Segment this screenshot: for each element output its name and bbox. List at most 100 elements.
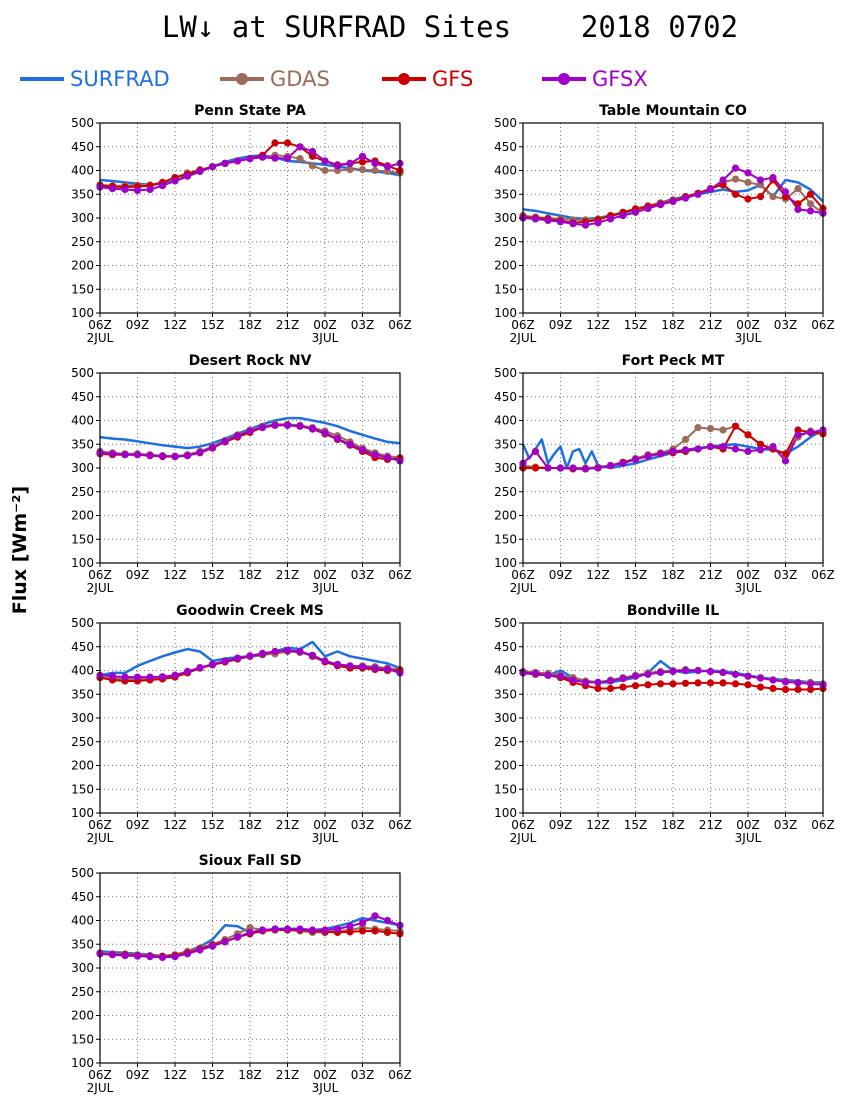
data-point-gfsx [383, 163, 392, 171]
data-point-gfsx [744, 169, 752, 177]
data-point-gfsx [121, 673, 129, 681]
data-point-gfsx [794, 205, 802, 213]
y-tick-label: 200 [494, 759, 517, 773]
y-tick-label: 250 [71, 735, 94, 749]
data-point-gfsx [569, 676, 577, 684]
x-date-label: 3JUL [312, 831, 339, 845]
x-tick-label: 12Z [163, 568, 187, 582]
x-tick-label: 09Z [549, 818, 573, 832]
x-tick-label: 09Z [126, 1068, 150, 1082]
data-point-gfsx [769, 676, 777, 684]
y-tick-label: 250 [494, 235, 517, 249]
y-tick-label: 200 [71, 509, 94, 523]
data-point-gfsx [681, 446, 690, 454]
data-point-gfsx [246, 928, 254, 937]
data-point-gfsx [531, 669, 540, 678]
data-point-gfsx [383, 916, 392, 925]
x-tick-label: 06Z [811, 568, 835, 582]
data-point-gfsx [594, 678, 602, 687]
x-tick-label: 03Z [351, 318, 375, 332]
x-tick-label: 06Z [88, 318, 112, 332]
data-point-gfs [781, 450, 790, 458]
x-tick-label: 06Z [388, 818, 412, 832]
y-tick-label: 500 [71, 616, 94, 630]
data-point-gfs [731, 422, 740, 430]
x-tick-label: 06Z [88, 568, 112, 582]
x-tick-label: 06Z [811, 318, 835, 332]
data-point-gfsx [158, 673, 167, 681]
legend: SURFRAD GDAS GFS GFSX [18, 64, 838, 96]
data-point-gfs [794, 685, 802, 694]
data-point-gfsx [183, 667, 192, 676]
y-tick-label: 250 [71, 485, 94, 499]
data-point-gfsx [283, 925, 292, 933]
data-point-gfsx [681, 666, 690, 675]
data-point-gfsx [531, 215, 540, 223]
data-point-gfsx [183, 452, 192, 460]
x-tick-label: 03Z [774, 818, 798, 832]
x-tick-label: 21Z [699, 318, 723, 332]
data-point-gfsx [321, 157, 329, 165]
data-point-gfsx [321, 429, 329, 437]
data-point-gfsx [121, 952, 129, 960]
y-tick-label: 150 [494, 782, 517, 796]
data-point-gfsx [296, 647, 304, 656]
x-date-label: 2JUL [510, 581, 537, 595]
legend-swatch [542, 73, 586, 85]
data-point-gdas [694, 424, 702, 432]
data-point-gfsx [258, 649, 267, 658]
data-point-gfsx [556, 672, 565, 680]
y-tick-label: 350 [71, 437, 94, 451]
data-point-gfsx [606, 677, 615, 685]
data-point-gfsx [233, 432, 242, 440]
data-point-gfs [756, 440, 765, 448]
data-point-gfsx [208, 942, 217, 950]
x-tick-label: 12Z [586, 568, 610, 582]
x-tick-label: 15Z [201, 318, 225, 332]
data-point-gfsx [333, 660, 342, 668]
data-point-gfsx [631, 455, 640, 463]
y-tick-label: 200 [494, 509, 517, 523]
data-point-gfsx [769, 443, 777, 451]
x-tick-label: 21Z [276, 1068, 300, 1082]
legend-item-gfsx: GFSX [540, 64, 700, 96]
panel-bondville-il: Bondville IL 100 150 200 250 300 350 400 450 500 0… [494, 603, 835, 845]
data-point-gdas [806, 200, 815, 208]
data-point-gdas [794, 185, 802, 193]
data-point-gfsx [371, 451, 379, 459]
data-point-gfsx [769, 174, 777, 182]
x-tick-label: 03Z [351, 818, 375, 832]
panel-title: Fort Peck MT [622, 353, 725, 369]
data-point-gdas [719, 426, 727, 434]
data-point-gfs [606, 684, 615, 693]
data-point-gfsx [308, 425, 317, 433]
data-point-gfsx [183, 950, 192, 958]
data-point-gfsx [308, 651, 317, 659]
data-point-gfsx [146, 452, 154, 460]
x-tick-label: 03Z [351, 568, 375, 582]
x-date-label: 2JUL [510, 331, 537, 345]
y-tick-label: 100 [494, 806, 517, 820]
x-tick-label: 18Z [238, 318, 262, 332]
x-tick-label: 00Z [313, 1068, 337, 1082]
series-line-gfs [99, 141, 401, 189]
data-point-gfsx [121, 185, 129, 194]
x-tick-label: 03Z [351, 1068, 375, 1082]
data-point-gfsx [121, 451, 129, 459]
data-point-gfs [694, 679, 702, 687]
x-tick-label: 12Z [163, 818, 187, 832]
y-tick-label: 250 [71, 235, 94, 249]
x-date-label: 3JUL [735, 331, 762, 345]
legend-swatch-marker [236, 73, 248, 85]
data-point-gfs [681, 679, 690, 687]
data-point-gfsx [246, 652, 254, 660]
data-point-gfsx [371, 159, 379, 167]
data-point-gfsx [383, 665, 392, 673]
data-point-gfsx [581, 465, 590, 473]
x-tick-label: 06Z [511, 818, 535, 832]
data-point-gfsx [196, 448, 204, 456]
y-tick-label: 500 [494, 616, 517, 630]
data-point-gfs [358, 927, 367, 935]
data-point-gfsx [108, 951, 117, 959]
